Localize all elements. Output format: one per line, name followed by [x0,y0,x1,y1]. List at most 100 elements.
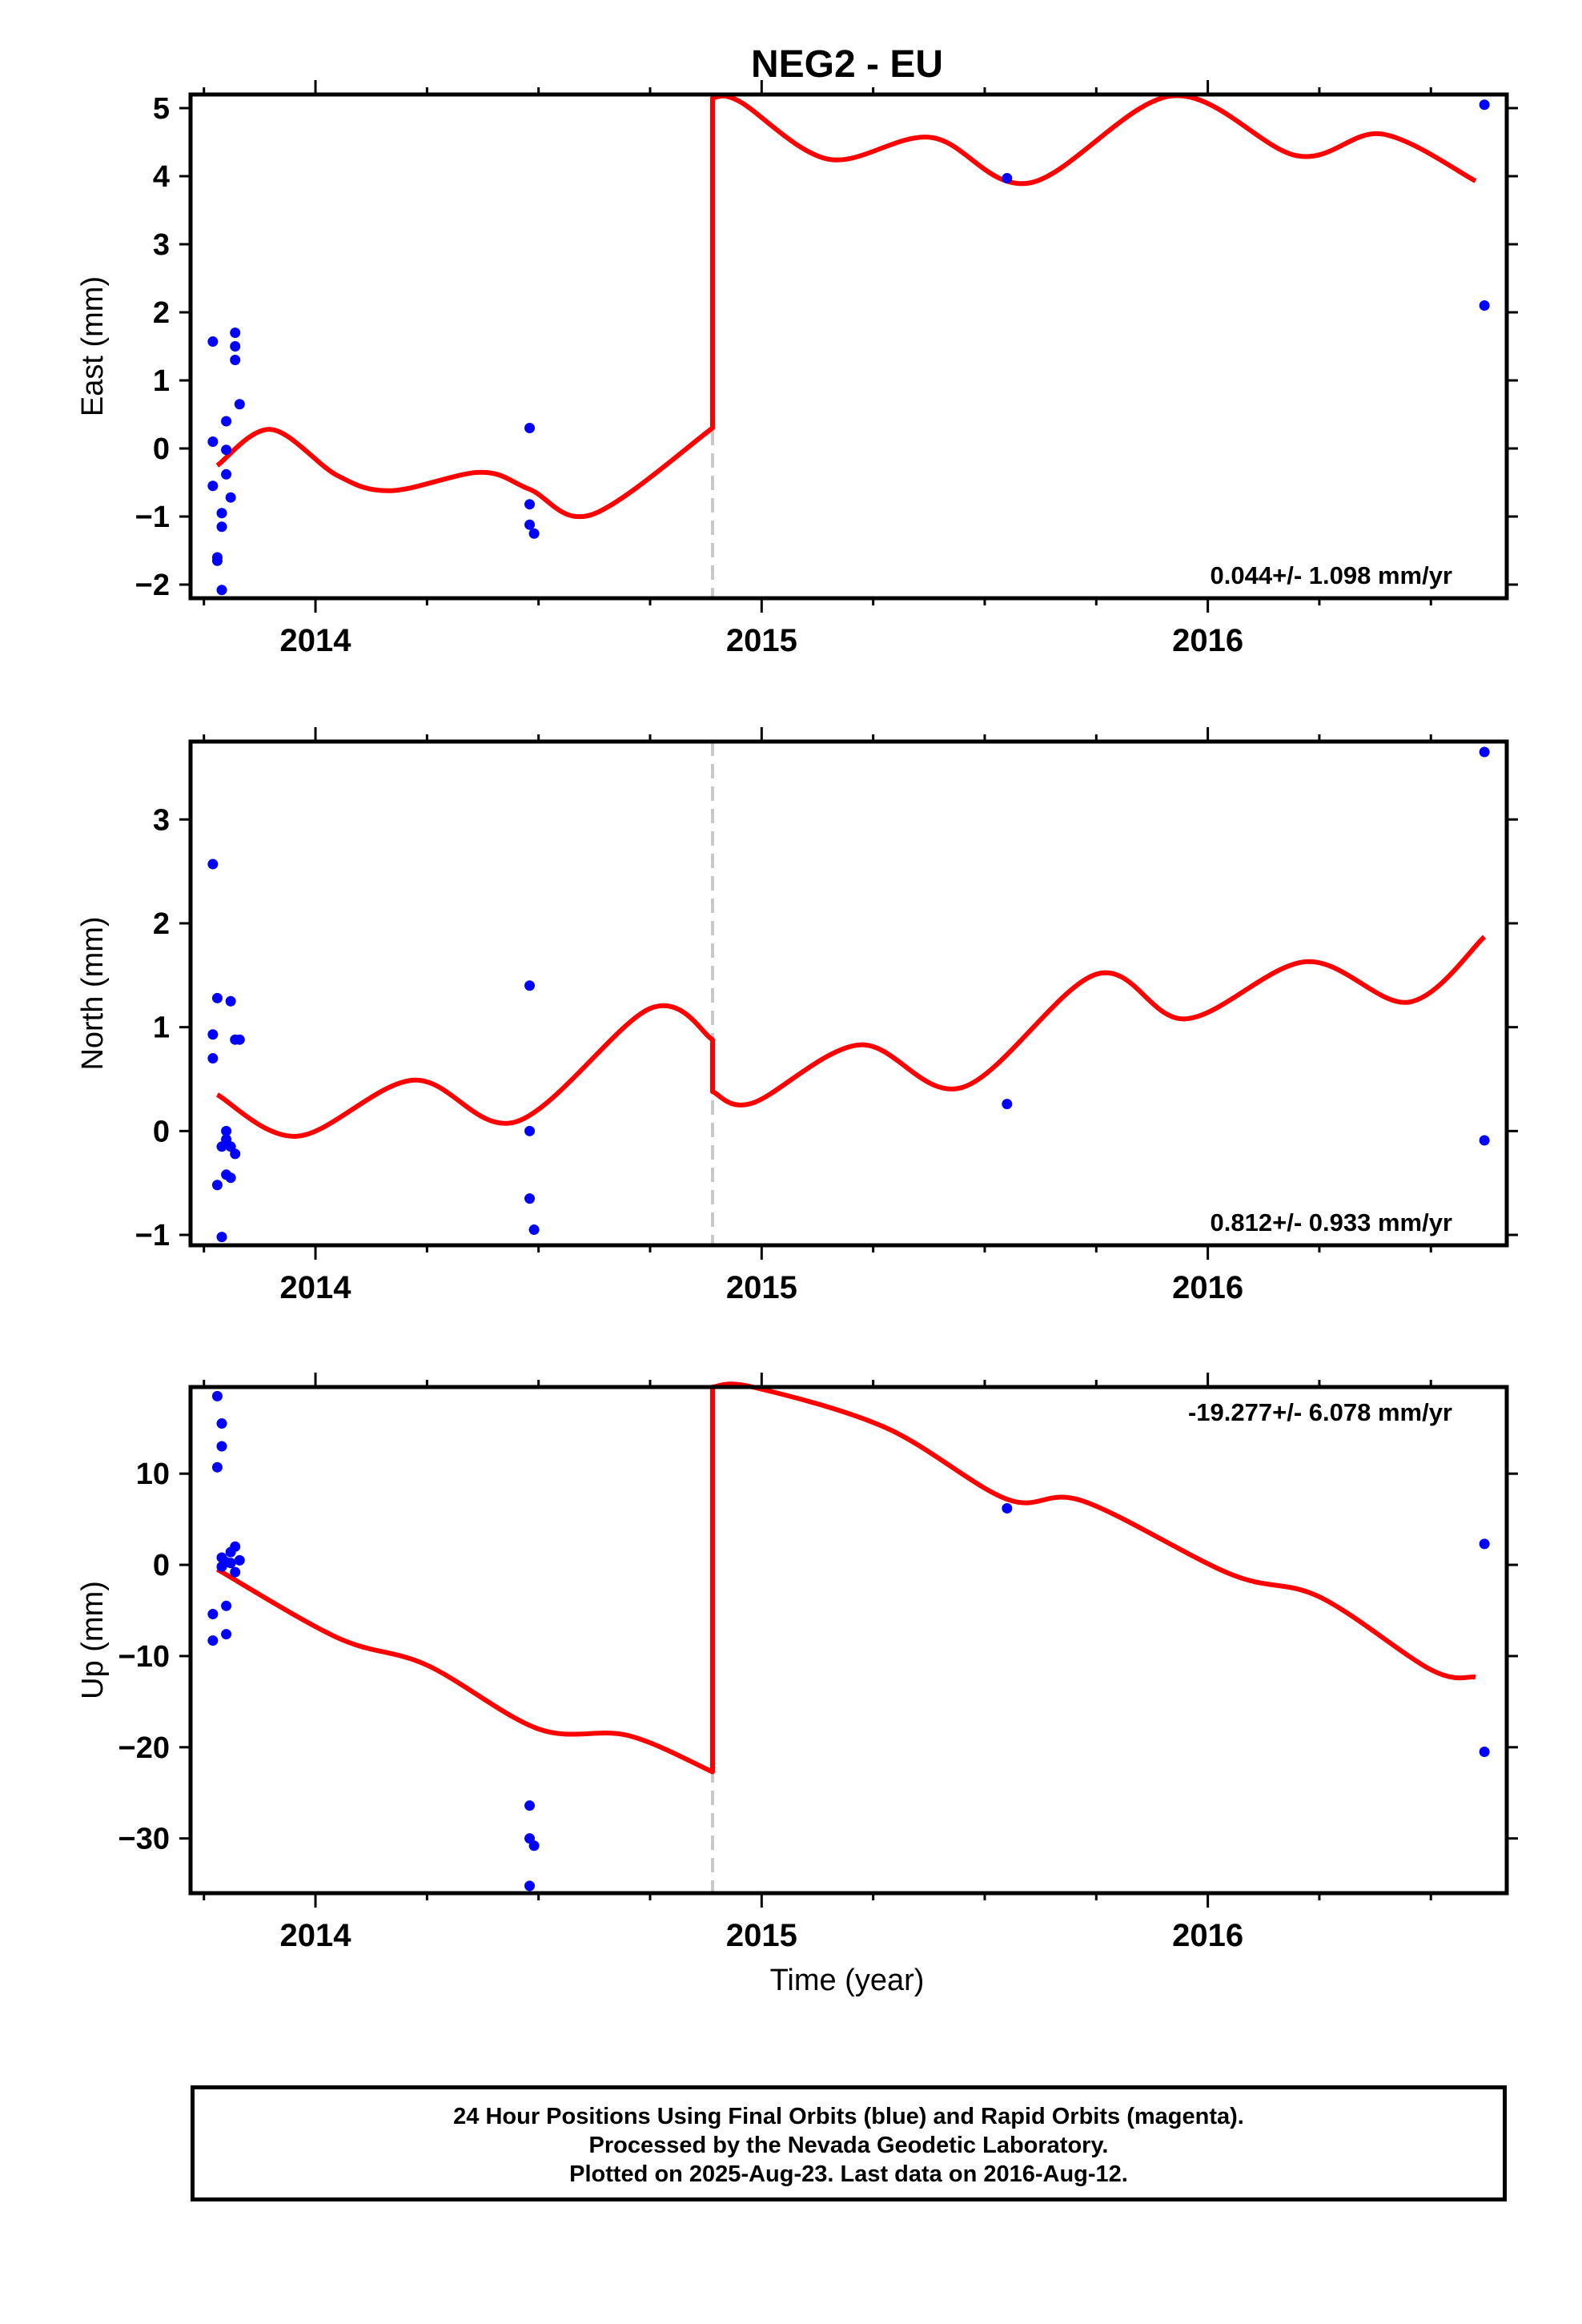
data-point [207,858,219,870]
data-point [524,980,536,991]
x-tick-label: 2016 [1172,1918,1243,1953]
data-point [221,1125,232,1136]
x-tick-label: 2014 [280,1918,352,1953]
x-tick-label: 2015 [726,623,797,658]
data-point [211,555,223,566]
model-curve [215,93,1477,520]
y-tick-label: 0 [153,1115,170,1148]
plot-frame [188,1385,1509,1896]
data-point [524,519,536,530]
data-point [216,1232,227,1243]
data-point [207,436,219,447]
data-point [221,468,232,480]
data-point [1479,1746,1490,1757]
x-tick-label: 2014 [280,623,352,658]
data-point [207,336,219,348]
y-tick-label: −20 [118,1731,170,1765]
data-point [524,423,536,433]
data-point [211,1462,223,1473]
y-axis-label: East (mm) [76,276,110,416]
y-tick-label: 5 [153,92,170,126]
y-tick-label: 1 [153,364,170,398]
data-point [234,1034,245,1045]
chart-title: NEG2 - EU [751,43,943,86]
panel-2: −1 0 1 2 3 2014 2015 2016 North (mm) 0.812+/- 0.9… [76,727,1518,1305]
data-point [225,492,236,503]
rate-label: 0.812+/- 0.933 mm/yr [1211,1208,1452,1236]
data-point [1479,1135,1490,1146]
x-tick-label: 2016 [1172,623,1243,658]
data-point [221,444,232,456]
plot-frame [188,739,1509,1248]
data-point [528,528,540,539]
data-point [221,416,232,427]
y-axis-label: North (mm) [76,916,110,1070]
data-point [211,1180,223,1191]
panel-1: −2 −1 0 1 2 3 4 5 2014 2015 2016 East (mm) 0.044+/- … [76,80,1518,658]
panel-3: −30 −20 −10 0 10 2014 2015 2016 Up (mm) -19.277+/… [76,1373,1518,1953]
data-point [524,1125,536,1136]
data-point [216,1418,227,1429]
data-point [234,1554,245,1566]
model-curve [215,935,1487,1139]
data-point [1002,1099,1013,1110]
data-point [207,1053,219,1064]
x-axis-label: Time (year) [770,1964,925,1997]
data-point [1002,1502,1013,1514]
info-line-2: Processed by the Nevada Geodetic Laborat… [588,2133,1109,2158]
y-tick-label: −2 [135,569,170,602]
data-point [216,1441,227,1452]
data-point [230,1566,241,1578]
y-axis-label: Up (mm) [76,1581,110,1699]
data-point [225,995,236,1007]
y-tick-label: 2 [153,907,170,941]
x-tick-label: 2015 [726,1918,797,1953]
data-point [230,355,241,365]
data-point [1479,746,1490,758]
info-box: 24 Hour Positions Using Final Orbits (bl… [191,2085,1507,2201]
x-tick-label: 2014 [280,1270,352,1305]
y-tick-label: 3 [153,228,170,262]
y-tick-label: −10 [118,1640,170,1674]
data-point [216,1561,227,1572]
data-point [524,499,536,510]
data-point [207,1029,219,1040]
y-tick-label: 2 [153,296,170,330]
y-tick-label: 0 [153,1549,170,1582]
y-tick-label: 3 [153,803,170,837]
info-line-1: 24 Hour Positions Using Final Orbits (bl… [453,2104,1244,2129]
data-point [216,585,227,596]
data-point [221,1629,232,1640]
data-point [230,328,241,338]
data-point [1479,300,1490,311]
data-point [207,480,219,492]
data-point [225,1172,236,1184]
data-point [524,1880,536,1892]
y-tick-label: 4 [153,160,170,194]
data-point [216,508,227,519]
data-point [221,1600,232,1611]
data-point [216,521,227,533]
x-tick-label: 2015 [726,1270,797,1305]
data-point [528,1840,540,1852]
data-point [524,1193,536,1204]
model-curve [215,1381,1476,1775]
data-point [528,1224,540,1236]
y-tick-label: 1 [153,1011,170,1045]
data-point [1002,173,1013,184]
rate-label: -19.277+/- 6.078 mm/yr [1188,1398,1452,1426]
data-point [225,1558,236,1569]
data-point [207,1635,219,1647]
y-tick-label: −1 [135,501,170,534]
y-tick-label: −30 [118,1823,170,1856]
data-point [1479,1538,1490,1550]
y-tick-label: 10 [136,1458,170,1491]
y-tick-label: −1 [135,1219,170,1252]
data-point [211,1390,223,1401]
x-tick-label: 2016 [1172,1270,1243,1305]
data-point [234,399,245,410]
data-point [1479,99,1490,111]
data-point [524,1800,536,1811]
data-point [230,341,241,352]
